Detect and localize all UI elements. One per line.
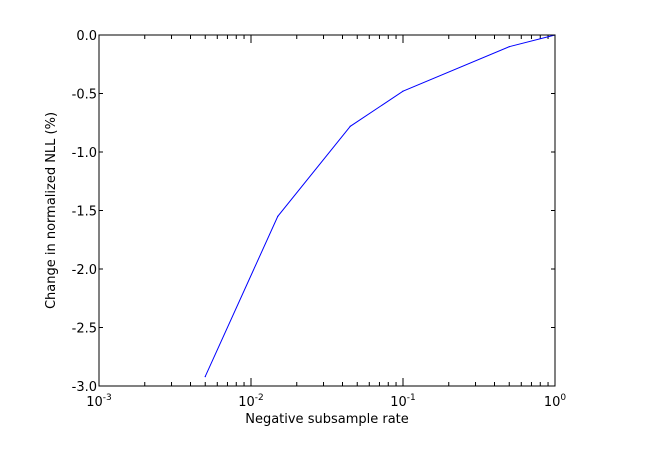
y-tick-label: -1.5	[72, 205, 97, 220]
x-tick-label: 10-2	[238, 393, 264, 410]
series-layer	[204, 34, 556, 378]
plot-frame	[98, 34, 556, 387]
y-tick-label: -2.0	[72, 263, 97, 278]
series-point	[349, 125, 351, 127]
x-tick-label-exponent: -2	[255, 393, 264, 403]
y-tick-label: -2.5	[72, 322, 97, 337]
series-line-0	[204, 34, 556, 377]
x-tick-label-base: 10	[390, 395, 407, 410]
x-tick-label-base: 10	[544, 395, 561, 410]
x-tick-label: 10-3	[86, 393, 112, 410]
x-tick-label-exponent: -3	[103, 393, 112, 403]
series-point	[204, 376, 206, 378]
y-tick-label: -3.0	[72, 380, 97, 395]
y-tick-labels: 0.0 -0.5 -1.0 -1.5 -2.0 -2.5 -3.0	[72, 29, 97, 395]
x-tick-label-base: 10	[238, 395, 255, 410]
x-tick-label-exponent: 0	[560, 393, 566, 403]
y-axis-ticks	[99, 34, 555, 387]
x-tick-label-base: 10	[86, 395, 103, 410]
series-point	[277, 215, 279, 217]
x-tick-label: 10-1	[390, 393, 416, 410]
x-tick-label: 100	[544, 393, 567, 410]
x-axis-ticks	[98, 35, 556, 386]
series-point	[508, 46, 510, 48]
y-tick-label: 0.0	[76, 29, 97, 44]
y-axis-label: Change in normalized NLL (%)	[44, 112, 59, 309]
y-tick-label: -0.5	[72, 88, 97, 103]
x-tick-labels: 10-3 10-2 10-1 100	[86, 393, 566, 410]
x-tick-label-exponent: -1	[407, 393, 416, 403]
series-point	[402, 90, 404, 92]
y-tick-label: -1.0	[72, 146, 97, 161]
x-axis-label: Negative subsample rate	[245, 412, 409, 427]
